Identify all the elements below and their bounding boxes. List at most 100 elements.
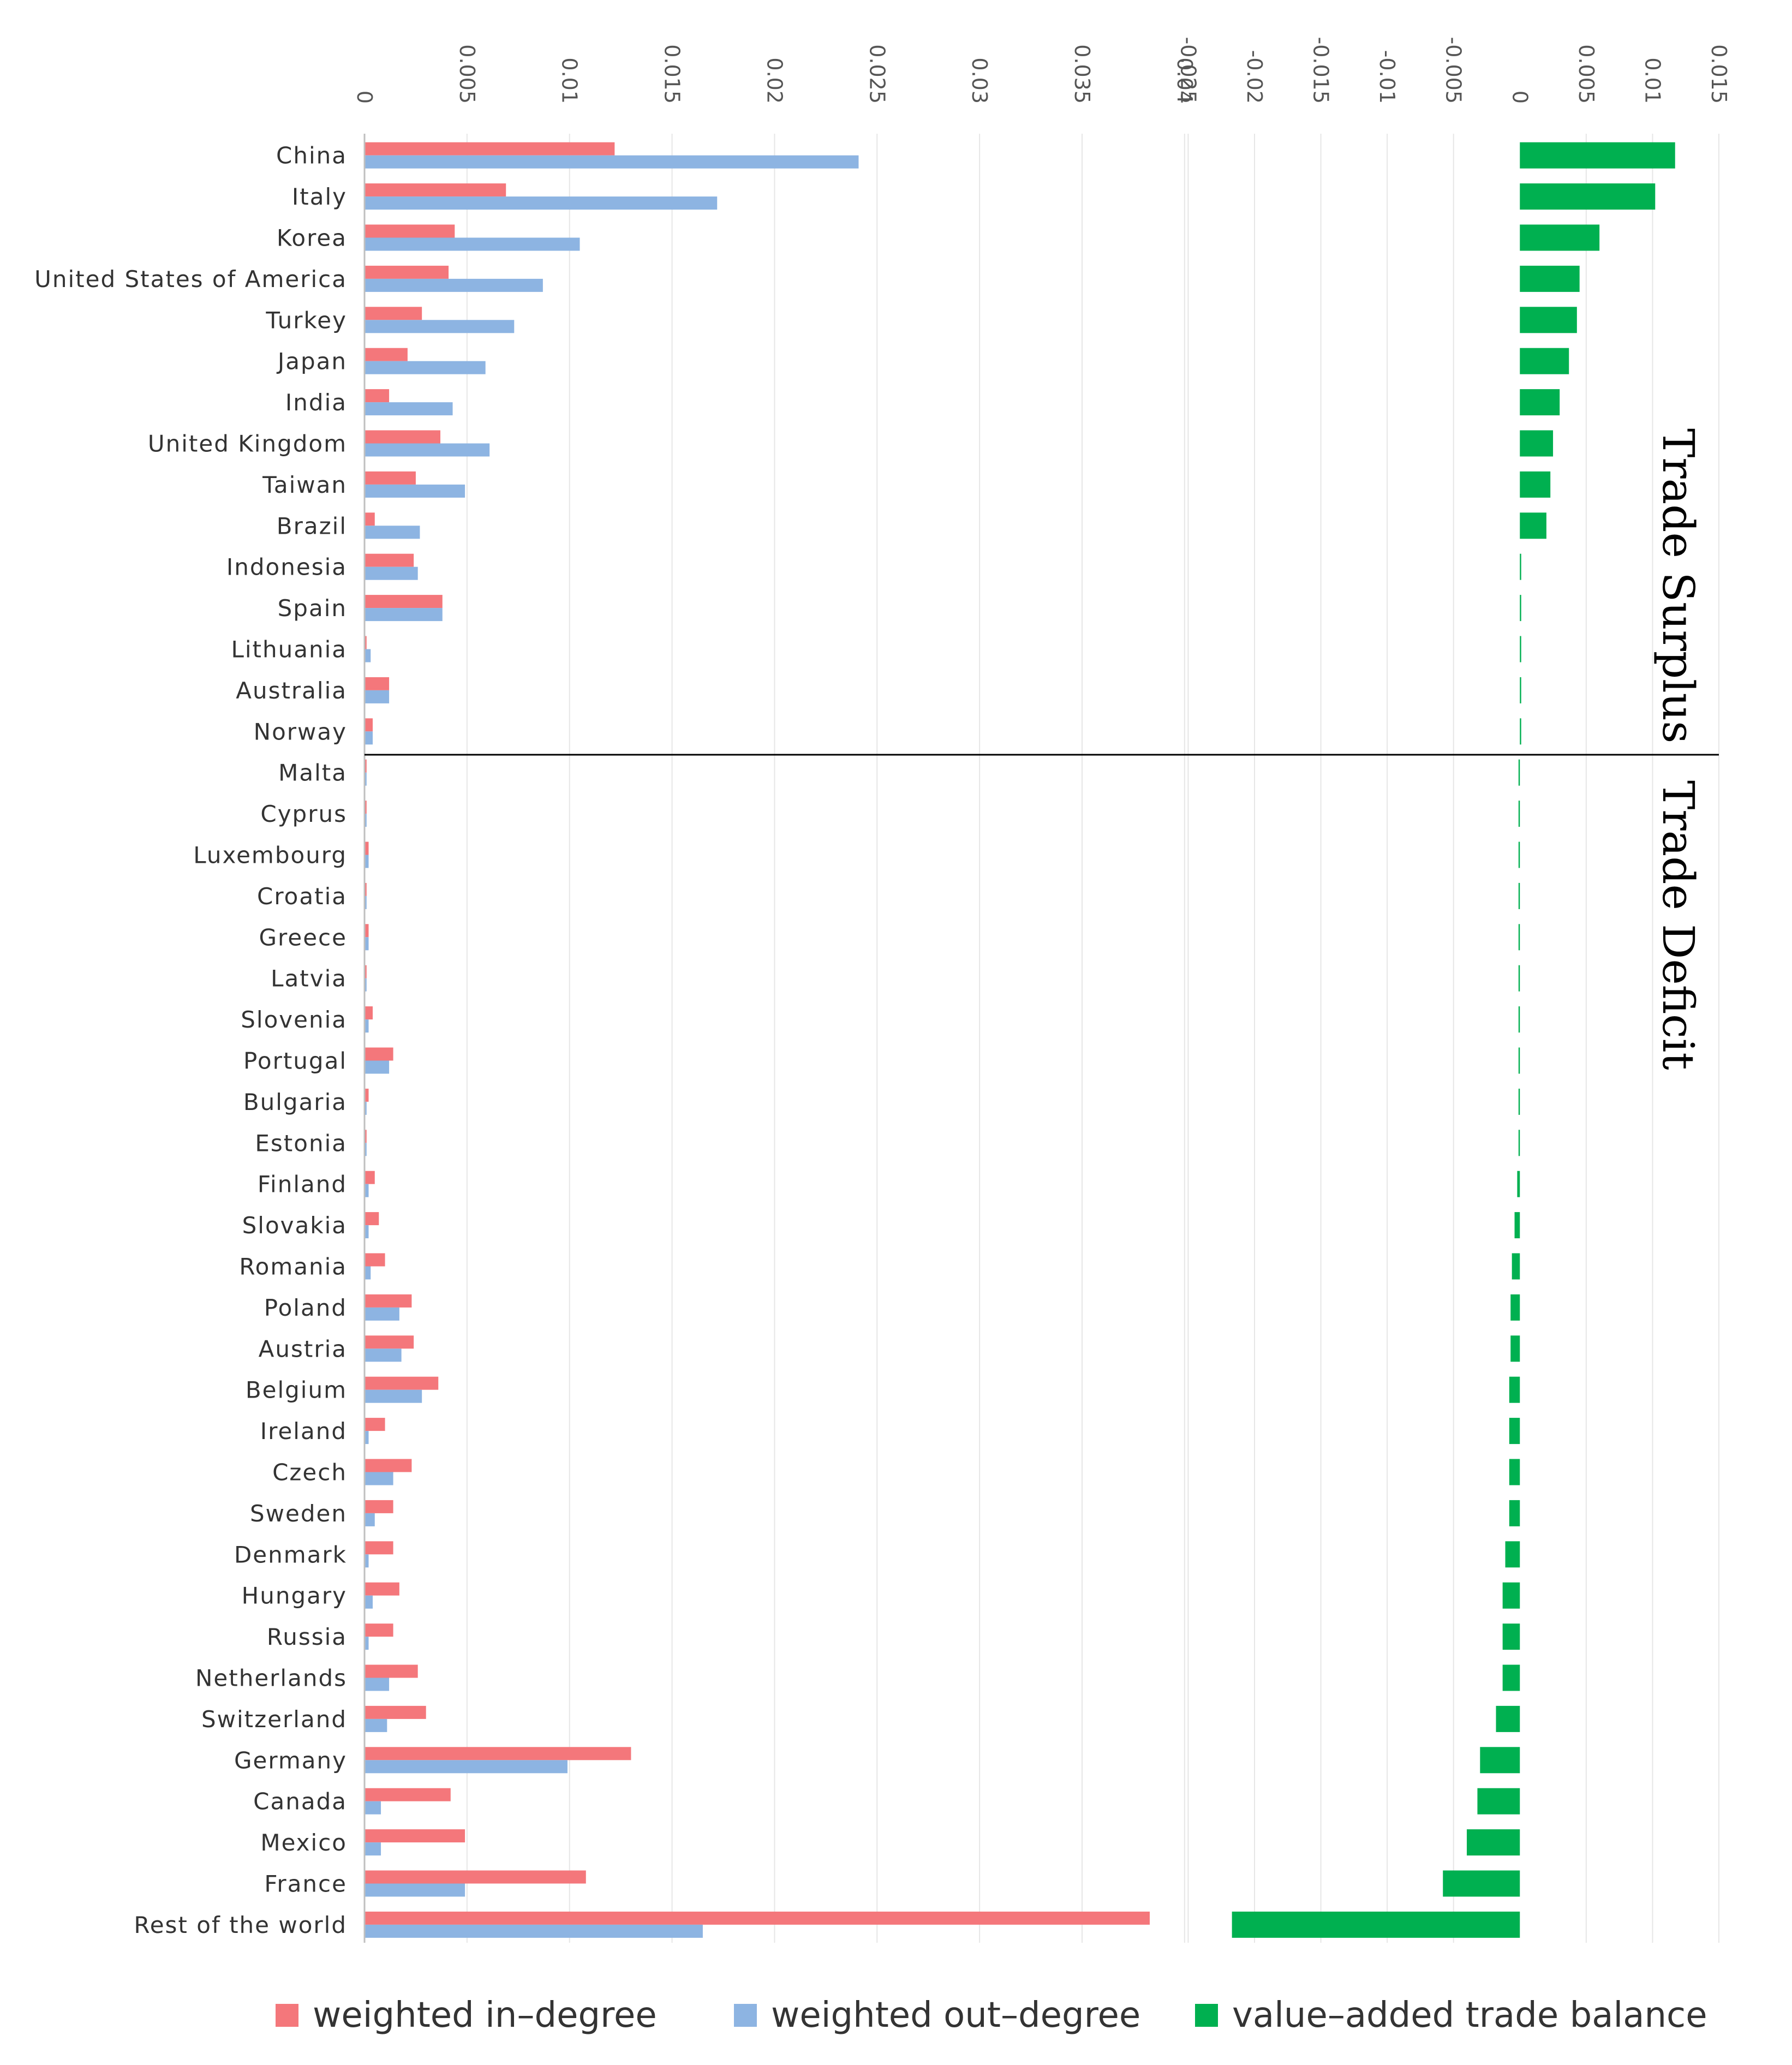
- country-label-estonia: Estonia: [255, 1130, 347, 1156]
- bar-in-degree-czech: [365, 1459, 412, 1472]
- country-label-slovakia: Slovakia: [242, 1212, 347, 1239]
- country-label-sweden: Sweden: [250, 1500, 347, 1527]
- bar-trade-balance-sweden: [1509, 1500, 1520, 1526]
- country-label-poland: Poland: [264, 1294, 347, 1321]
- bar-trade-balance-germany: [1480, 1747, 1520, 1774]
- bar-out-degree-india: [365, 402, 453, 416]
- bar-in-degree-sweden: [365, 1500, 393, 1513]
- bar-out-degree-france: [365, 1883, 465, 1897]
- bar-in-degree-belgium: [365, 1376, 439, 1390]
- country-label-lithuania: Lithuania: [231, 636, 347, 663]
- bar-out-degree-switzerland: [365, 1718, 387, 1732]
- bar-out-degree-netherlands: [365, 1678, 390, 1691]
- country-label-united-kingdom: United Kingdom: [148, 431, 347, 457]
- bar-in-degree-italy: [365, 183, 506, 197]
- bar-out-degree-united-states-of-america: [365, 278, 543, 292]
- country-label-hungary: Hungary: [242, 1583, 347, 1609]
- bar-in-degree-malta: [365, 759, 367, 773]
- bar-trade-balance-austria: [1510, 1335, 1520, 1362]
- bar-trade-balance-lithuania: [1520, 636, 1521, 663]
- x-tick-label-left: 0.005: [455, 44, 479, 104]
- bar-out-degree-slovakia: [365, 1225, 369, 1239]
- bar-in-degree-ireland: [365, 1418, 385, 1431]
- x-tick-label-left: 0.02: [762, 57, 786, 104]
- country-label-turkey: Turkey: [265, 307, 347, 333]
- x-tick-label-right: -0.02: [1243, 50, 1267, 104]
- bar-trade-balance-china: [1520, 142, 1675, 169]
- bar-out-degree-greece: [365, 937, 369, 951]
- bar-in-degree-spain: [365, 595, 443, 608]
- bar-trade-balance-czech: [1509, 1459, 1520, 1485]
- bar-out-degree-china: [365, 155, 859, 169]
- bar-out-degree-mexico: [365, 1842, 381, 1856]
- bar-in-degree-india: [365, 389, 390, 403]
- bar-trade-balance-france: [1443, 1870, 1520, 1897]
- bar-out-degree-norway: [365, 731, 373, 745]
- bar-in-degree-canada: [365, 1788, 451, 1801]
- country-label-denmark: Denmark: [234, 1541, 347, 1568]
- bar-out-degree-italy: [365, 196, 718, 210]
- bar-in-degree-russia: [365, 1624, 393, 1637]
- bar-out-degree-ireland: [365, 1431, 369, 1445]
- country-label-switzerland: Switzerland: [201, 1706, 347, 1733]
- x-tick-label-right: 0.005: [1574, 44, 1598, 104]
- bar-trade-balance-indonesia: [1520, 553, 1521, 580]
- legend-swatch-weighted-out-degree: [734, 2004, 757, 2027]
- country-label-spain: Spain: [278, 595, 347, 622]
- bar-trade-balance-norway: [1520, 718, 1521, 745]
- bar-out-degree-brazil: [365, 526, 420, 539]
- country-label-romania: Romania: [239, 1254, 347, 1280]
- bar-in-degree-hungary: [365, 1582, 399, 1596]
- bar-out-degree-germany: [365, 1760, 568, 1774]
- country-label-australia: Australia: [236, 677, 347, 704]
- country-label-canada: Canada: [253, 1788, 347, 1815]
- bar-trade-balance-spain: [1520, 595, 1521, 622]
- country-label-india: India: [285, 389, 347, 416]
- bar-in-degree-portugal: [365, 1047, 393, 1061]
- bar-in-degree-taiwan: [365, 471, 416, 485]
- bar-in-degree-korea: [365, 224, 455, 238]
- bar-out-degree-czech: [365, 1472, 393, 1485]
- country-label-greece: Greece: [259, 924, 347, 951]
- bar-trade-balance-romania: [1512, 1253, 1520, 1280]
- x-tick-label-right: -0.015: [1309, 37, 1333, 104]
- bar-trade-balance-brazil: [1520, 512, 1546, 539]
- bar-trade-balance-luxembourg: [1518, 841, 1520, 868]
- bar-out-degree-spain: [365, 608, 443, 622]
- axes: [363, 134, 1719, 1943]
- bar-trade-balance-japan: [1520, 348, 1569, 374]
- bar-in-degree-germany: [365, 1747, 631, 1760]
- country-label-czech: Czech: [272, 1459, 347, 1486]
- bar-out-degree-indonesia: [365, 566, 418, 580]
- bar-trade-balance-mexico: [1467, 1829, 1520, 1856]
- bar-trade-balance-poland: [1510, 1294, 1520, 1321]
- country-label-china: China: [276, 142, 347, 169]
- bar-out-degree-sweden: [365, 1513, 375, 1526]
- bar-trade-balance-ireland: [1509, 1418, 1520, 1445]
- legend-label-value-added-trade-balance: value–added trade balance: [1232, 1995, 1707, 2036]
- bar-trade-balance-italy: [1520, 183, 1656, 210]
- bar-out-degree-romania: [365, 1266, 371, 1280]
- country-label-bulgaria: Bulgaria: [243, 1089, 347, 1115]
- bar-in-degree-mexico: [365, 1829, 465, 1843]
- bar-out-degree-lithuania: [365, 649, 371, 663]
- bar-trade-balance-united-states-of-america: [1520, 265, 1580, 292]
- x-tick-label-right: -0.005: [1442, 37, 1466, 104]
- x-tick-label-left: 0: [353, 91, 377, 104]
- bar-trade-balance-finland: [1517, 1171, 1520, 1197]
- bar-in-degree-australia: [365, 677, 390, 690]
- bar-in-degree-cyprus: [365, 801, 367, 814]
- legend-swatch-value-added-trade-balance: [1195, 2004, 1218, 2027]
- x-tick-label-left: 0.03: [967, 57, 991, 104]
- annotation-trade-deficit: Trade Deficit: [1653, 780, 1704, 1070]
- x-tick-label-left: 0.04: [1173, 57, 1197, 104]
- bar-trade-balance-slovakia: [1514, 1212, 1520, 1239]
- bar-trade-balance-australia: [1520, 677, 1521, 703]
- bar-trade-balance-belgium: [1509, 1376, 1520, 1403]
- country-label-cyprus: Cyprus: [260, 801, 347, 827]
- bar-out-degree-cyprus: [365, 814, 367, 827]
- bar-in-degree-brazil: [365, 512, 375, 526]
- bar-in-degree-finland: [365, 1171, 375, 1184]
- bar-out-degree-belgium: [365, 1389, 422, 1403]
